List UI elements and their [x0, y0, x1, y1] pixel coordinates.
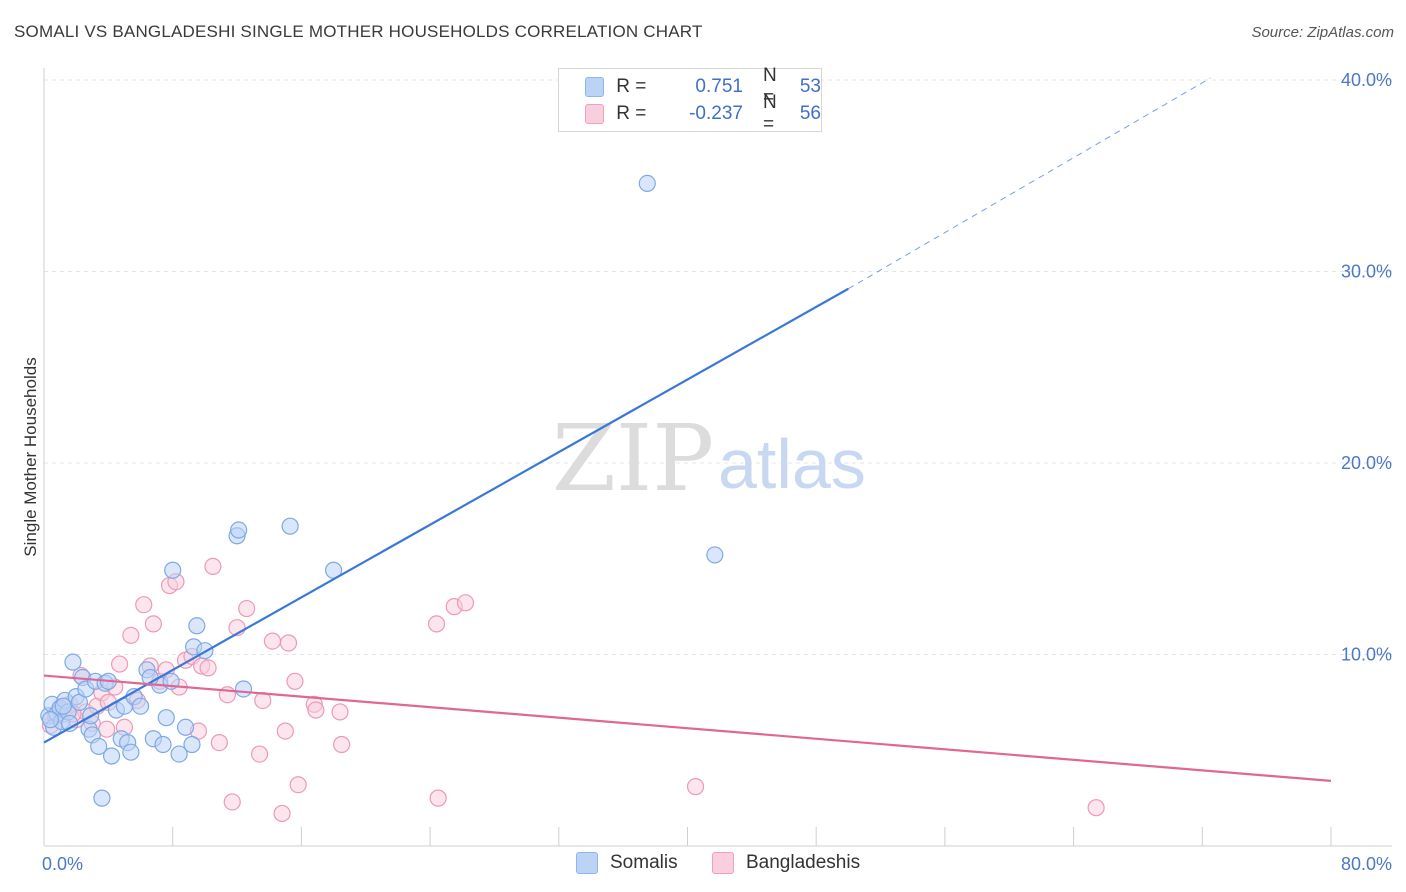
- bangladeshis-point: [263, 632, 282, 650]
- somalis-point: [706, 546, 724, 564]
- bangladeshis-point: [238, 599, 256, 618]
- y-tick-labels: 10.0% 20.0% 30.0% 40.0%: [1341, 70, 1392, 665]
- legend-row-somalis: R = 0.751 N = 53: [585, 65, 821, 108]
- chart-source: Source: ZipAtlas.com: [1251, 24, 1394, 41]
- bangladeshis-points: [41, 557, 1105, 823]
- legend-row-bangladeshis: R = -0.237 N = 56: [585, 92, 821, 135]
- bangladeshis-point: [199, 659, 217, 677]
- somalis-point: [64, 653, 82, 671]
- bangladeshis-point: [144, 615, 162, 633]
- somalis-legend-swatch: [576, 852, 598, 874]
- bangladeshis-point: [286, 672, 304, 690]
- bangladeshis-point: [1087, 799, 1105, 817]
- somalis-point: [131, 697, 150, 715]
- correlation-legend: R = 0.751 N = 53 R = -0.237 N = 56: [558, 65, 822, 135]
- somalis-point: [176, 718, 195, 736]
- bangladeshis-point: [307, 701, 325, 719]
- chart-title: SOMALI VS BANGLADESHI SINGLE MOTHER HOUS…: [14, 22, 703, 41]
- somalis-point: [638, 174, 656, 193]
- x-tick-label: 0.0%: [42, 854, 83, 874]
- bangladeshis-point: [686, 778, 705, 796]
- bangladeshis-point: [331, 703, 349, 721]
- bangladeshis-point: [204, 557, 222, 576]
- bangladeshis-point: [122, 626, 140, 644]
- r-value: 0.751: [695, 76, 743, 97]
- bangladeshis-point: [289, 776, 307, 794]
- y-axis-label: Single Mother Households: [21, 357, 40, 556]
- bottom-legend-bangladeshis: Bangladeshis: [712, 852, 860, 874]
- bangladeshis-point: [210, 733, 228, 752]
- r-value: -0.237: [689, 103, 743, 124]
- somalis-trend-line-extension: [848, 77, 1211, 290]
- somalis-point: [188, 617, 206, 635]
- n-label: N =: [762, 65, 777, 108]
- bangladeshis-point: [223, 793, 241, 811]
- somalis-point: [164, 561, 182, 579]
- r-label: R =: [616, 103, 647, 124]
- somalis-point: [41, 711, 60, 729]
- y-tick-label: 30.0%: [1341, 262, 1392, 282]
- somalis-point: [230, 521, 248, 539]
- gridlines: [44, 79, 1392, 655]
- bangladeshis-trend-line: [43, 674, 1332, 782]
- somalis-point: [93, 789, 111, 807]
- bangladeshis-legend-swatch: [712, 852, 734, 874]
- y-tick-label: 10.0%: [1341, 645, 1392, 665]
- bangladeshis-swatch: [585, 104, 605, 124]
- bangladeshis-point: [427, 615, 446, 633]
- bangladeshis-legend-label: Bangladeshis: [746, 852, 861, 873]
- watermark-atlas: atlas: [718, 425, 866, 503]
- watermark-zip: ZIP: [552, 405, 714, 512]
- n-value: 53: [799, 76, 821, 97]
- bangladeshis-point: [333, 735, 351, 754]
- somalis-point: [154, 735, 172, 754]
- somalis-point: [90, 737, 108, 756]
- somalis-trend-line: [43, 287, 849, 744]
- bangladeshis-point: [273, 804, 291, 823]
- bangladeshis-point: [429, 789, 447, 807]
- somalis-point: [183, 735, 201, 754]
- bangladeshis-point: [135, 596, 153, 614]
- bangladeshis-point: [456, 594, 475, 612]
- somalis-point: [234, 680, 253, 698]
- somalis-point: [281, 517, 299, 535]
- bangladeshis-point: [276, 722, 294, 740]
- y-tick-label: 40.0%: [1341, 70, 1392, 90]
- bangladeshis-point: [98, 720, 116, 738]
- somalis-point: [102, 747, 121, 765]
- bangladeshis-point: [250, 745, 269, 763]
- somalis-points: [40, 174, 724, 807]
- x-tick-marks: [43, 827, 1332, 846]
- x-tick-labels: 0.0% 80.0%: [42, 854, 1392, 874]
- somalis-point: [54, 697, 72, 715]
- trend-lines: [43, 77, 1332, 782]
- somalis-point: [170, 745, 188, 763]
- somalis-swatch: [585, 77, 605, 97]
- bottom-legend-somalis: Somalis: [576, 852, 678, 874]
- n-value: 56: [799, 103, 821, 124]
- y-tick-label: 20.0%: [1341, 453, 1392, 473]
- somalis-point: [157, 709, 175, 727]
- n-label: N =: [762, 92, 777, 135]
- x-tick-label: 80.0%: [1341, 854, 1392, 874]
- somalis-legend-label: Somalis: [610, 852, 678, 873]
- somalis-point: [122, 743, 140, 761]
- bangladeshis-point: [279, 634, 298, 652]
- r-label: R =: [616, 76, 647, 97]
- bangladeshis-point: [111, 655, 129, 673]
- watermark: ZIP atlas: [552, 405, 866, 512]
